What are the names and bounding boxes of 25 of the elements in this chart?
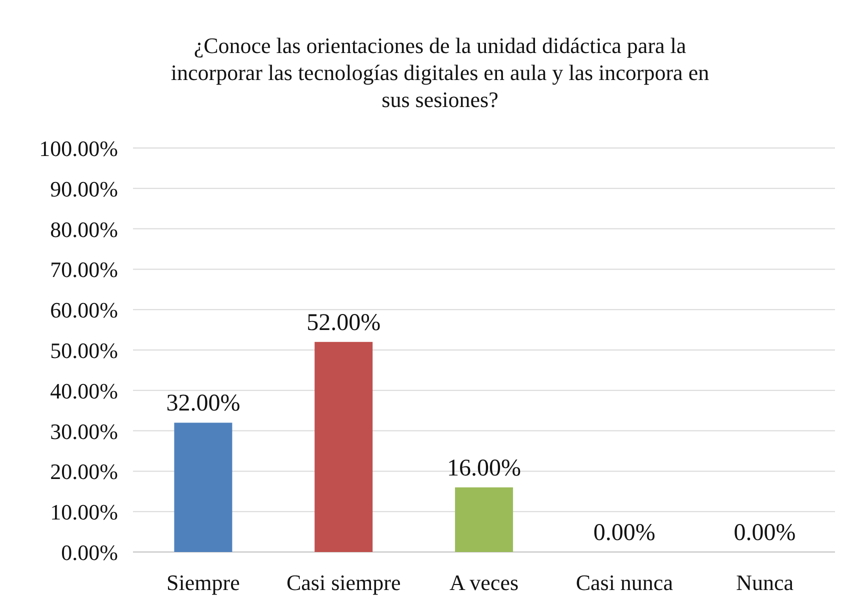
data-label: 16.00% — [447, 455, 521, 482]
x-tick-label: Nunca — [736, 570, 794, 595]
y-tick-label: 20.00% — [50, 459, 118, 484]
data-label: 0.00% — [734, 520, 796, 546]
y-tick-label: 50.00% — [50, 338, 118, 363]
bar — [174, 422, 232, 552]
y-tick-label: 100.00% — [39, 136, 118, 161]
bar — [455, 487, 513, 552]
y-tick-label: 90.00% — [50, 176, 118, 202]
x-tick-label: Casi siempre — [286, 570, 401, 595]
y-tick-label: 30.00% — [50, 418, 118, 444]
x-tick-label: Siempre — [166, 570, 240, 595]
x-tick-label: Casi nunca — [576, 570, 674, 595]
y-tick-label: 70.00% — [50, 257, 118, 282]
bar — [314, 342, 373, 552]
y-tick-label: 40.00% — [50, 378, 118, 404]
x-tick-label: A veces — [449, 570, 519, 595]
y-tick-label: 0.00% — [61, 540, 118, 565]
y-tick-label: 60.00% — [50, 298, 118, 323]
data-label: 32.00% — [166, 390, 240, 417]
y-tick-label: 10.00% — [50, 500, 118, 525]
chart-title: ¿Conoce las orientaciones de la unidad didáctica para la incorporar las tecnologías digitales en aula y las incorpora en sus sesiones? — [170, 33, 710, 112]
data-label: 0.00% — [593, 520, 656, 546]
y-tick-label: 80.00% — [50, 216, 118, 242]
data-label: 52.00% — [306, 310, 381, 336]
